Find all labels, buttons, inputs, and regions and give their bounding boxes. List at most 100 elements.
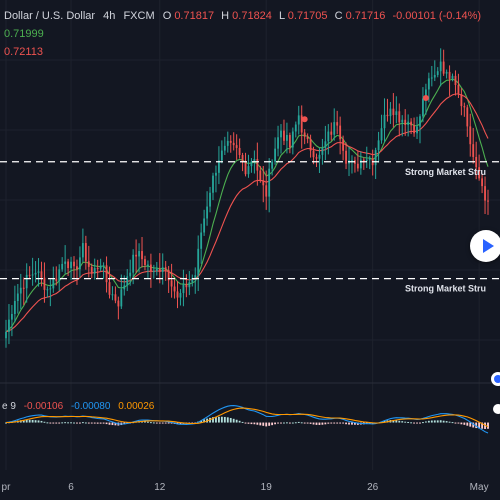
- macd-histogram-bar: [161, 422, 164, 424]
- structure-level-label: Strong Market Stru: [405, 167, 486, 177]
- macd-histogram-bar: [93, 422, 96, 424]
- candle-body: [398, 111, 401, 123]
- candle-body: [410, 121, 413, 126]
- macd-histogram-bar: [223, 416, 226, 423]
- candle-body: [463, 106, 466, 108]
- macd-histogram-bar: [244, 422, 247, 424]
- macd-histogram-bar: [144, 421, 146, 423]
- macd-histogram-bar: [487, 422, 489, 429]
- candles: [5, 48, 489, 348]
- macd-histogram-bar: [73, 422, 75, 424]
- candle-body: [90, 266, 93, 274]
- candle-body: [451, 75, 454, 79]
- candle-body: [87, 261, 90, 267]
- macd-histogram-bar: [469, 422, 472, 427]
- candle-body: [277, 137, 279, 149]
- structure-levels: Strong Market Stru Strong Market Stru: [0, 161, 500, 294]
- macd-histogram-bar: [149, 422, 152, 424]
- macd-pane: [5, 405, 489, 434]
- candle-body: [297, 115, 300, 125]
- candle-body: [43, 277, 46, 290]
- candle-body: [191, 277, 194, 283]
- candle-body: [345, 150, 347, 164]
- macd-params[interactable]: e 9: [2, 401, 16, 412]
- macd-histogram-bar: [300, 422, 303, 424]
- candle-body: [206, 206, 208, 219]
- macd-histogram-bar: [416, 422, 418, 424]
- replay-play-icon[interactable]: [470, 230, 500, 262]
- macd-histogram-bar: [167, 422, 170, 424]
- macd-alert-icon[interactable]: [493, 404, 500, 414]
- candle-body: [55, 278, 58, 281]
- macd-histogram-bar: [478, 422, 481, 429]
- interval-label[interactable]: 4h: [103, 10, 115, 22]
- macd-histogram-bar: [481, 422, 484, 429]
- candle-body: [28, 274, 31, 276]
- candle-body: [93, 267, 96, 274]
- candle-body: [392, 108, 395, 115]
- candle-body: [259, 170, 262, 181]
- x-tick-label: 12: [154, 482, 166, 493]
- macd-histogram-bar: [445, 421, 448, 423]
- macd-histogram-bar: [392, 420, 395, 423]
- candle-body: [306, 136, 309, 139]
- candle-body: [203, 218, 206, 233]
- macd-histogram-bar: [442, 420, 445, 423]
- macd-signal-line: [6, 407, 489, 428]
- candle-body: [351, 160, 353, 162]
- macd-histogram-bar: [318, 422, 321, 425]
- macd-histogram-bar: [200, 420, 203, 423]
- macd-histogram-bar: [262, 422, 265, 426]
- macd-histogram-bar: [31, 419, 34, 423]
- candle-body: [232, 142, 235, 146]
- candle-body: [481, 178, 484, 187]
- macd-histogram-bar: [268, 422, 271, 426]
- macd-histogram-bar: [217, 416, 220, 423]
- macd-histogram-bar: [283, 422, 285, 424]
- macd-histogram-bar: [475, 422, 478, 429]
- macd-histogram-bar: [398, 420, 401, 423]
- macd-histogram-bar: [158, 422, 161, 424]
- candle-body: [442, 61, 445, 74]
- candle-body: [144, 259, 146, 265]
- candle-body: [475, 156, 478, 168]
- open-label: O: [163, 10, 172, 22]
- candle-body: [362, 159, 365, 162]
- candle-body: [404, 119, 407, 125]
- candle-body: [167, 270, 170, 281]
- symbol-name[interactable]: Dollar / U.S. Dollar: [4, 10, 95, 22]
- legend-line-1: Dollar / U.S. Dollar 4h FXCM O 0.71817 H…: [4, 10, 481, 22]
- macd-histogram-bar: [342, 422, 345, 424]
- macd-histogram-bar: [424, 421, 427, 423]
- macd-histogram-bar: [395, 420, 398, 423]
- candle-body: [445, 71, 448, 74]
- exchange-label: FXCM: [123, 10, 154, 22]
- candle-body: [244, 161, 247, 175]
- candle-body: [457, 84, 460, 95]
- candle-body: [250, 161, 253, 167]
- candle-body: [70, 261, 72, 269]
- macd-histogram-bar: [99, 422, 102, 424]
- candle-body: [472, 144, 475, 157]
- low-value: 0.71705: [288, 10, 328, 22]
- candle-body: [84, 243, 87, 262]
- candle-body: [419, 116, 421, 127]
- candle-body: [427, 78, 430, 90]
- macd-histogram-bar: [232, 418, 235, 423]
- macd-histogram-bar: [457, 422, 460, 424]
- macd-histogram-bar: [253, 422, 256, 425]
- macd-histogram-bar: [306, 422, 309, 424]
- candle-body: [81, 243, 84, 258]
- macd-histogram-bar: [64, 422, 67, 424]
- candle-body: [129, 272, 132, 277]
- candle-body: [141, 251, 143, 260]
- macd-histogram-bar: [37, 420, 40, 423]
- candle-body: [61, 263, 64, 270]
- macd-histogram-bar: [333, 422, 336, 424]
- macd-histogram-bar: [152, 422, 155, 424]
- macd-histogram-bar: [96, 422, 99, 424]
- macd-histogram-bar: [451, 422, 454, 424]
- macd-histogram-bar: [34, 420, 37, 423]
